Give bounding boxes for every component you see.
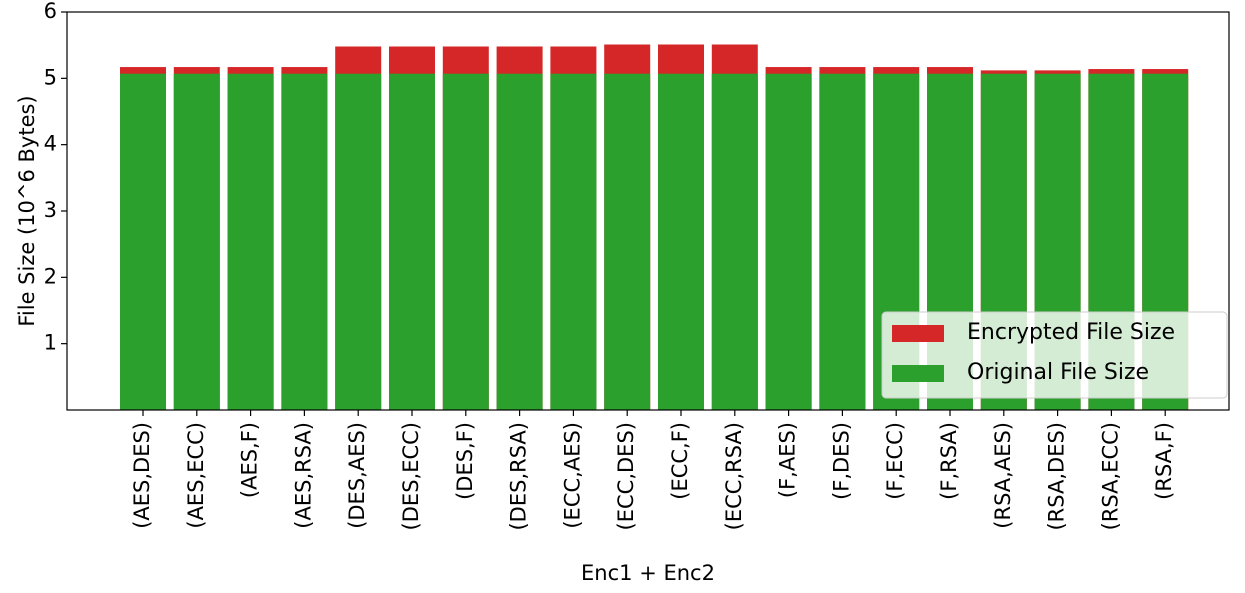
bar — [658, 73, 704, 410]
bar — [227, 73, 274, 410]
bar — [389, 73, 435, 410]
plot-frame — [66, 11, 1230, 411]
legend-label: Original File Size — [967, 360, 1149, 385]
x-tick-label: (F,RSA) — [937, 422, 961, 500]
x-tick-label: (ECC,DES) — [614, 422, 638, 530]
y-tick-label: 3 — [44, 198, 57, 222]
bar — [550, 73, 597, 410]
legend-box — [881, 311, 1228, 399]
x-tick-label: (ECC,RSA) — [722, 422, 746, 530]
x-tick-label: (ECC,F) — [668, 422, 692, 500]
x-tick-label: (RSA,AES) — [991, 422, 1015, 529]
y-axis-label: File Size (10^6 Bytes) — [15, 95, 39, 326]
bar — [120, 73, 166, 410]
bar — [173, 73, 220, 410]
x-tick-label: (DES,ECC) — [399, 422, 423, 530]
bar — [442, 73, 489, 410]
y-tick-label: 2 — [44, 264, 57, 288]
y-tick-label: 5 — [44, 65, 57, 89]
x-tick-label: (DES,F) — [453, 422, 477, 500]
x-tick-label: (F,DES) — [829, 422, 853, 500]
legend-swatch — [892, 365, 944, 382]
x-tick-label: (RSA,DES) — [1045, 422, 1069, 531]
x-tick-label: (DES,RSA) — [507, 422, 531, 531]
legend: Encrypted File Size Original File Size — [881, 311, 1228, 399]
x-tick-label: (AES,DES) — [130, 422, 154, 529]
x-tick-label: (F,AES) — [776, 422, 800, 498]
y-tick-label: 4 — [44, 132, 57, 156]
bar — [765, 73, 812, 410]
bar — [819, 73, 866, 410]
x-tick-label: (AES,ECC) — [184, 422, 208, 529]
x-axis-label: Enc1 + Enc2 — [581, 561, 715, 585]
y-tick-label: 1 — [44, 331, 57, 355]
x-tick-label: (F,ECC) — [883, 422, 907, 500]
bar — [496, 73, 543, 410]
x-tick-label: (AES,F) — [238, 422, 262, 498]
x-tick-label: (ECC,AES) — [560, 422, 584, 529]
x-tick-label: (RSA,F) — [1152, 422, 1176, 500]
legend-label: Encrypted File Size — [967, 320, 1175, 345]
bar — [711, 73, 758, 410]
bar — [335, 73, 382, 410]
x-tick-label: (RSA,ECC) — [1098, 422, 1122, 530]
x-tick-label: (AES,RSA) — [291, 422, 315, 529]
x-tick-label: (DES,AES) — [345, 422, 369, 529]
bar — [281, 73, 328, 410]
bar — [604, 73, 651, 410]
y-tick-label: 6 — [44, 0, 57, 23]
legend-swatch — [892, 325, 944, 342]
